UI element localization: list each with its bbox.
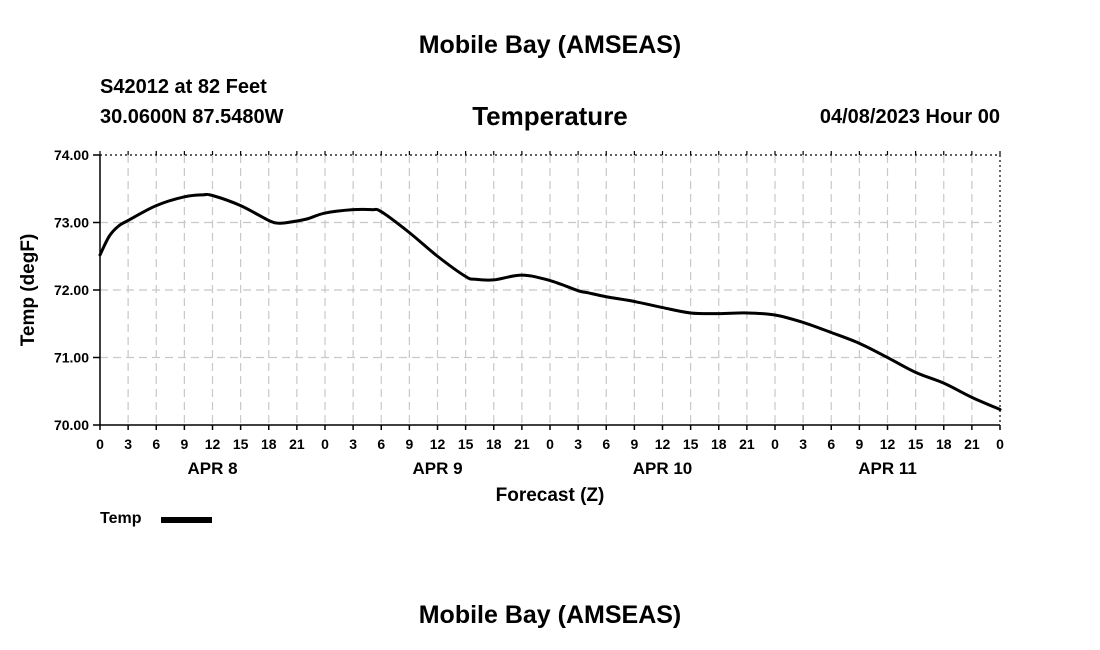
- x-tick-label: 18: [486, 436, 502, 452]
- x-tick-label: 18: [936, 436, 952, 452]
- temperature-chart: 70.00 71.00 72.00 73.00 74.00 0 3 6 9 12 15 18 21 0 3 6…: [18, 147, 1004, 506]
- x-tick-label: 3: [574, 436, 582, 452]
- x-tick-label: 9: [630, 436, 638, 452]
- x-tick-label: 6: [602, 436, 610, 452]
- x-tick-label: 21: [289, 436, 305, 452]
- footer-title: Mobile Bay (AMSEAS): [418, 601, 682, 629]
- day-label: APR 8: [187, 459, 237, 478]
- x-tick-label: 0: [996, 436, 1004, 452]
- day-label: APR 9: [412, 459, 462, 478]
- x-tick-label: 21: [964, 436, 980, 452]
- legend-label: Temp: [100, 510, 142, 527]
- x-tick-label: 0: [546, 436, 554, 452]
- x-tick-label: 0: [321, 436, 329, 452]
- x-tick-label: 3: [349, 436, 357, 452]
- x-tick-label: 3: [124, 436, 132, 452]
- x-tick-label: 18: [261, 436, 277, 452]
- station-label: S42012 at 82 Feet: [100, 76, 267, 98]
- y-tick-label: 72.00: [54, 282, 89, 298]
- x-tick-label: 9: [405, 436, 413, 452]
- day-label: APR 11: [858, 459, 917, 478]
- y-tick-label: 70.00: [54, 417, 89, 433]
- x-tick-label: 0: [96, 436, 104, 452]
- forecast-timestamp: 04/08/2023 Hour 00: [819, 106, 1000, 128]
- x-tick-label: 6: [377, 436, 385, 452]
- y-axis-title: Temp (degF): [18, 234, 39, 347]
- day-label: APR 10: [633, 459, 693, 478]
- x-tick-label: 15: [683, 436, 699, 452]
- x-tick-label: 0: [771, 436, 779, 452]
- x-tick-label: 3: [799, 436, 807, 452]
- main-title: Mobile Bay (AMSEAS): [418, 31, 682, 59]
- x-tick-label: 12: [205, 436, 221, 452]
- y-tick-label: 73.00: [54, 215, 89, 231]
- y-tick-label: 74.00: [54, 147, 89, 163]
- x-tick-label: 9: [855, 436, 863, 452]
- x-tick-label: 6: [152, 436, 160, 452]
- x-tick-label: 9: [180, 436, 188, 452]
- x-tick-label: 15: [458, 436, 474, 452]
- temp-series-line: [98, 192, 1002, 411]
- x-tick-label: 12: [655, 436, 671, 452]
- y-tick-label: 71.00: [54, 350, 89, 366]
- x-tick-label: 21: [514, 436, 530, 452]
- x-axis-title: Forecast (Z): [496, 485, 605, 506]
- x-tick-label: 15: [908, 436, 924, 452]
- x-tick-label: 15: [233, 436, 249, 452]
- x-tick-label: 6: [827, 436, 835, 452]
- x-tick-label: 12: [880, 436, 896, 452]
- x-tick-label: 21: [739, 436, 755, 452]
- station-coordinates: 30.0600N 87.5480W: [100, 106, 284, 128]
- legend-line-swatch: [161, 517, 212, 523]
- x-tick-label: 18: [711, 436, 727, 452]
- chart-title: Temperature: [472, 101, 628, 131]
- x-tick-label: 12: [430, 436, 446, 452]
